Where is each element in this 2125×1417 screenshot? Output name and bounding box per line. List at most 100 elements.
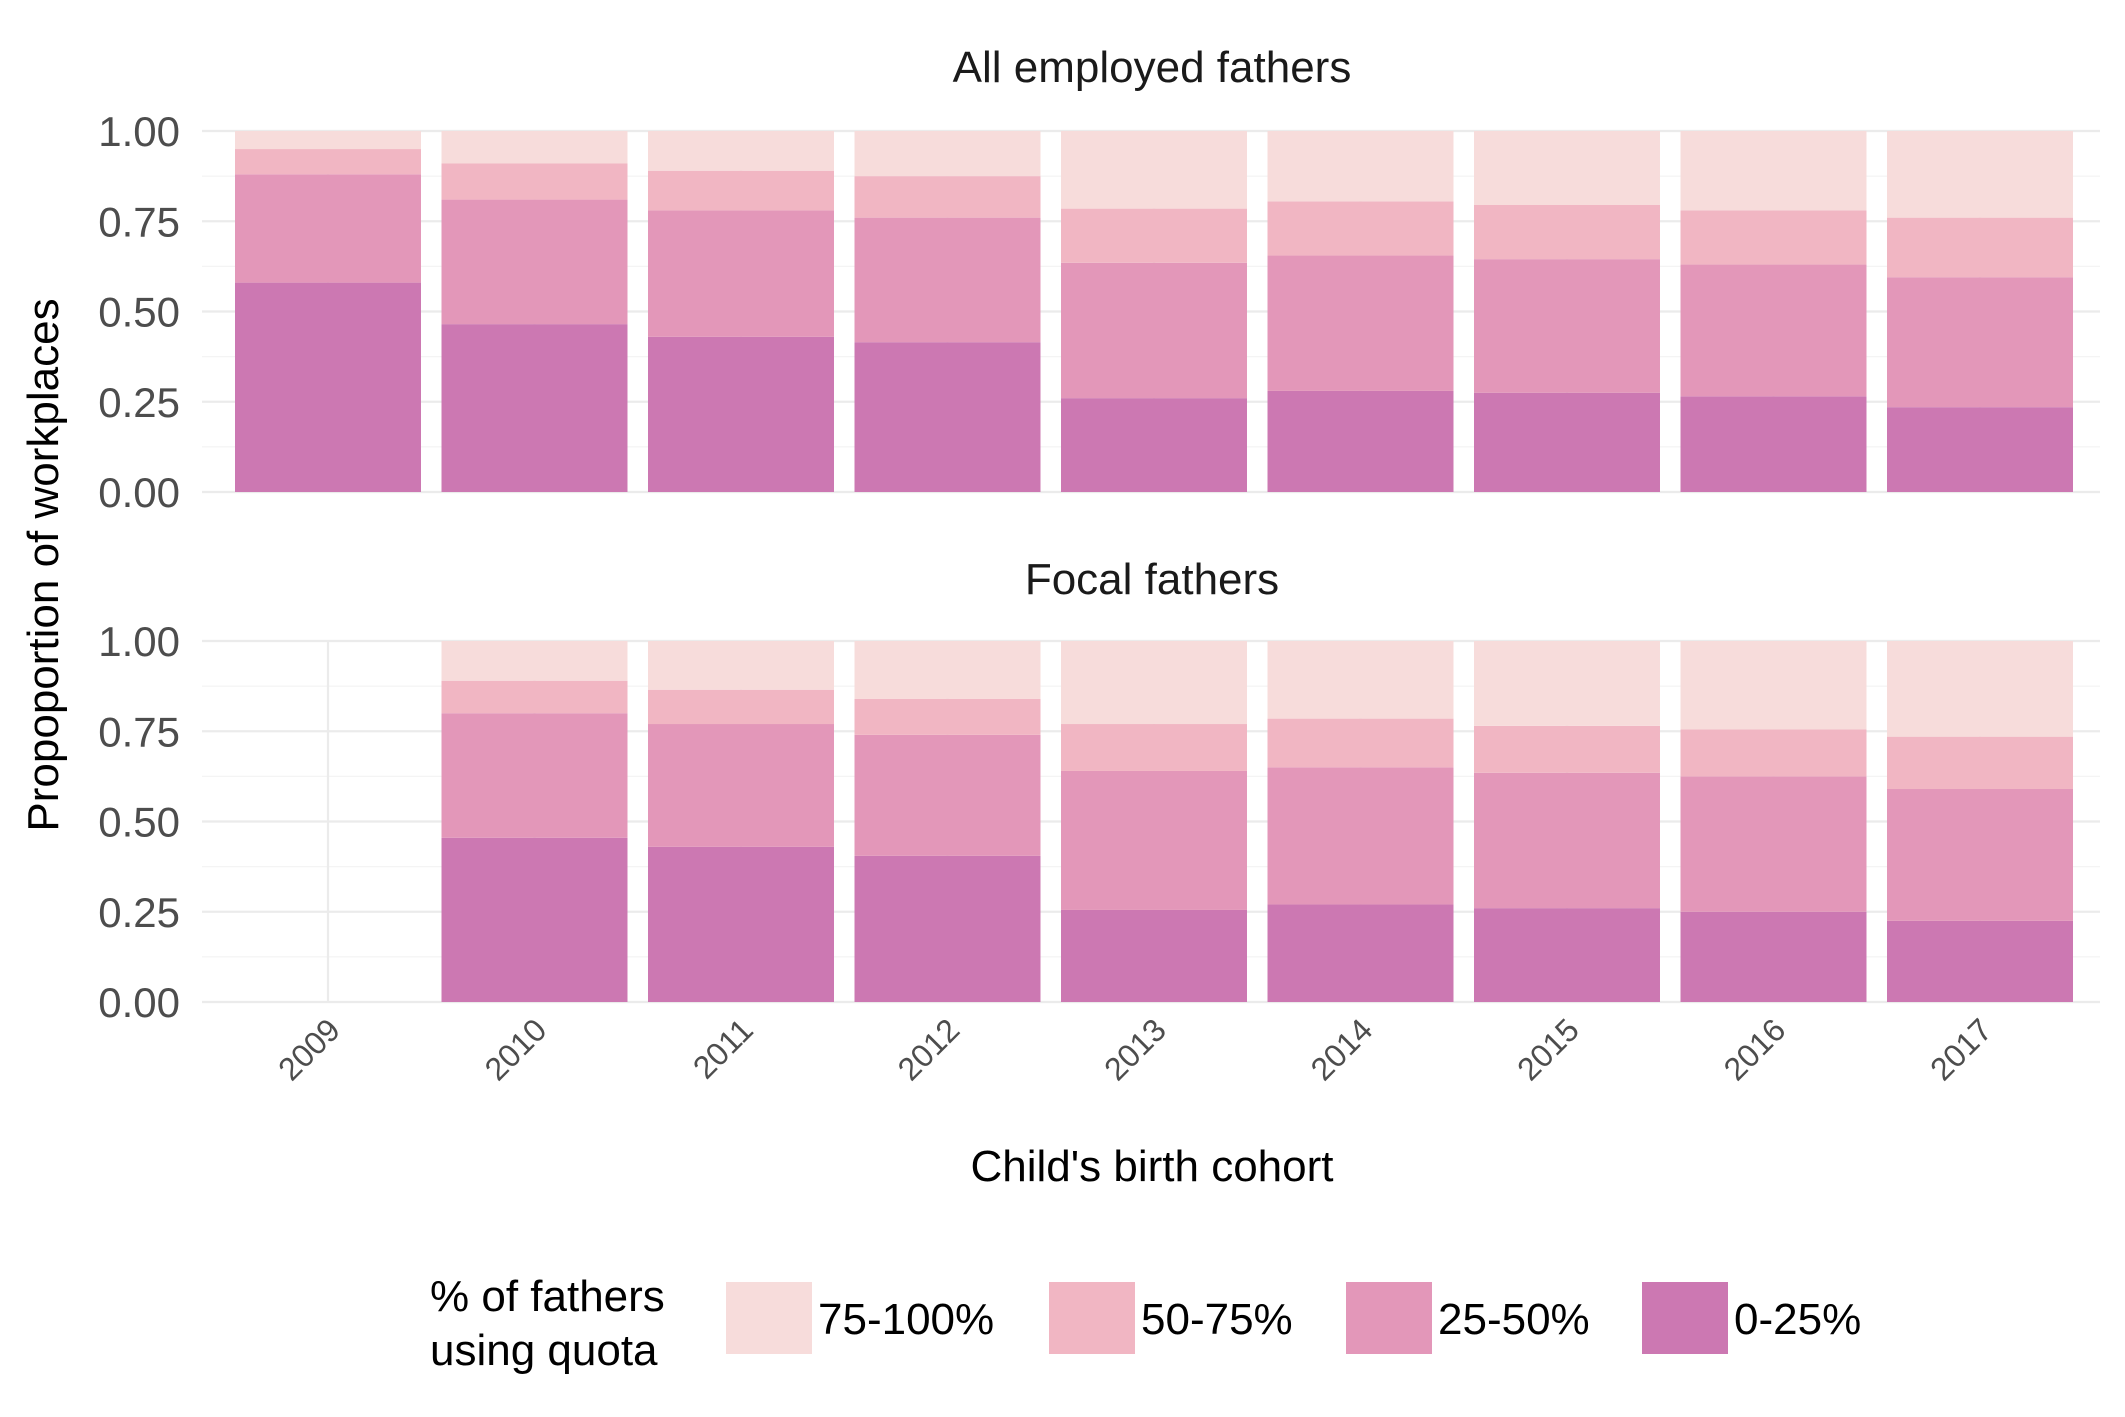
- y-ticks-panel-1: 0.00 0.25 0.50 0.75 1.00: [98, 108, 180, 516]
- bar-50-75pct-2012: [854, 698, 1041, 735]
- bar-25-50pct-2009: [235, 174, 421, 283]
- bar-50-75pct-2015: [1474, 205, 1660, 260]
- bar-0-25pct-2010: [441, 837, 628, 1002]
- bar-0-25pct-2017: [1887, 407, 2073, 492]
- bar-50-75pct-2014: [1267, 201, 1454, 256]
- bars-panel-2: [441, 641, 2073, 1002]
- bar-25-50pct-2013: [1061, 770, 1247, 910]
- bar-25-50pct-2014: [1267, 767, 1454, 905]
- legend-title-line-2: using quota: [430, 1326, 658, 1375]
- x-axis-title: Child's birth cohort: [971, 1142, 1334, 1191]
- y-tick-label: 0.75: [98, 198, 180, 245]
- bar-0-25pct-2016: [1680, 396, 1867, 492]
- bar-50-75pct-2016: [1680, 210, 1867, 265]
- bar-25-50pct-2011: [648, 210, 834, 337]
- bar-75-100pct-2016: [1680, 131, 1867, 211]
- bar-0-25pct-2014: [1267, 904, 1454, 1002]
- bar-50-75pct-2015: [1474, 725, 1660, 773]
- bar-0-25pct-2013: [1061, 398, 1247, 492]
- legend-title-line-1: % of fathers: [430, 1272, 665, 1321]
- bar-25-50pct-2017: [1887, 277, 2073, 408]
- bar-75-100pct-2012: [854, 641, 1041, 699]
- bar-75-100pct-2009: [235, 131, 421, 150]
- legend-label-0-25pct: 0-25%: [1734, 1295, 1861, 1344]
- x-tick-label: 2015: [1510, 1011, 1586, 1087]
- bar-0-25pct-2010: [441, 324, 628, 492]
- y-ticks-panel-2: 0.00 0.25 0.50 0.75 1.00: [98, 618, 180, 1026]
- bar-50-75pct-2017: [1887, 736, 2073, 790]
- bar-0-25pct-2015: [1474, 908, 1660, 1002]
- bar-25-50pct-2016: [1680, 776, 1867, 912]
- bar-25-50pct-2010: [441, 713, 628, 838]
- bar-50-75pct-2014: [1267, 718, 1454, 768]
- bar-0-25pct-2013: [1061, 909, 1247, 1002]
- bar-50-75pct-2017: [1887, 217, 2073, 278]
- bar-0-25pct-2012: [854, 342, 1041, 492]
- bar-50-75pct-2009: [235, 149, 421, 175]
- panel-title-1: All employed fathers: [953, 43, 1352, 92]
- bar-0-25pct-2011: [648, 336, 834, 492]
- bar-50-75pct-2010: [441, 680, 628, 714]
- bar-75-100pct-2014: [1267, 641, 1454, 719]
- y-tick-label: 0.25: [98, 379, 180, 426]
- bar-75-100pct-2015: [1474, 641, 1660, 726]
- bar-75-100pct-2014: [1267, 131, 1454, 202]
- y-tick-label: 1.00: [98, 618, 180, 665]
- legend-label-25-50pct: 25-50%: [1438, 1295, 1590, 1344]
- bar-50-75pct-2010: [441, 163, 628, 200]
- y-tick-label: 0.25: [98, 889, 180, 936]
- bar-75-100pct-2011: [648, 641, 834, 690]
- legend-key-0-25pct: [1642, 1282, 1728, 1354]
- bar-25-50pct-2012: [854, 734, 1041, 856]
- y-axis-title: Propoportion of workplaces: [19, 298, 68, 831]
- panel-title-2: Focal fathers: [1025, 555, 1279, 604]
- legend-label-75-100pct: 75-100%: [818, 1295, 994, 1344]
- bar-0-25pct-2009: [235, 282, 421, 492]
- y-tick-label: 0.50: [98, 289, 180, 336]
- bar-50-75pct-2011: [648, 689, 834, 725]
- bar-25-50pct-2012: [854, 217, 1041, 343]
- bar-75-100pct-2015: [1474, 131, 1660, 206]
- bar-75-100pct-2013: [1061, 641, 1247, 725]
- bar-25-50pct-2010: [441, 199, 628, 325]
- bar-25-50pct-2017: [1887, 789, 2073, 921]
- bar-75-100pct-2016: [1680, 641, 1867, 730]
- y-tick-label: 1.00: [98, 108, 180, 155]
- bar-0-25pct-2012: [854, 855, 1041, 1002]
- bar-75-100pct-2013: [1061, 131, 1247, 209]
- bar-50-75pct-2013: [1061, 724, 1247, 771]
- bar-50-75pct-2016: [1680, 729, 1867, 777]
- x-tick-label: 2013: [1097, 1011, 1173, 1087]
- y-tick-label: 0.75: [98, 708, 180, 755]
- x-tick-labels: 2009 2010 2011 2012 2013 2014 2015 2016 2017: [271, 1011, 1999, 1087]
- legend-items: 75-100% 50-75% 25-50% 0-25%: [726, 1282, 1861, 1354]
- bar-75-100pct-2011: [648, 131, 834, 171]
- bar-25-50pct-2011: [648, 724, 834, 847]
- bar-75-100pct-2010: [441, 641, 628, 681]
- bar-0-25pct-2011: [648, 846, 834, 1002]
- bar-0-25pct-2014: [1267, 390, 1454, 492]
- bar-25-50pct-2015: [1474, 772, 1660, 909]
- bar-25-50pct-2016: [1680, 264, 1867, 397]
- y-tick-label: 0.00: [98, 979, 180, 1026]
- bar-75-100pct-2017: [1887, 641, 2073, 737]
- x-tick-label: 2014: [1304, 1011, 1380, 1087]
- bar-25-50pct-2014: [1267, 255, 1454, 391]
- bar-0-25pct-2017: [1887, 920, 2073, 1002]
- y-tick-label: 0.50: [98, 799, 180, 846]
- bar-50-75pct-2011: [648, 170, 834, 211]
- bar-0-25pct-2016: [1680, 911, 1867, 1002]
- x-tick-label: 2016: [1717, 1011, 1793, 1087]
- legend-key-50-75pct: [1049, 1282, 1135, 1354]
- bar-25-50pct-2015: [1474, 259, 1660, 393]
- x-tick-label: 2012: [891, 1011, 967, 1087]
- x-tick-label: 2009: [271, 1011, 347, 1087]
- y-tick-label: 0.00: [98, 469, 180, 516]
- x-tick-label: 2017: [1923, 1011, 1999, 1087]
- bar-25-50pct-2013: [1061, 262, 1247, 399]
- panel-all-employed-fathers: All employed fathers 0.00 0.25 0.50 0.75 1.0…: [98, 43, 2100, 516]
- bar-75-100pct-2017: [1887, 131, 2073, 218]
- x-tick-label: 2010: [478, 1011, 554, 1087]
- bar-50-75pct-2013: [1061, 208, 1247, 263]
